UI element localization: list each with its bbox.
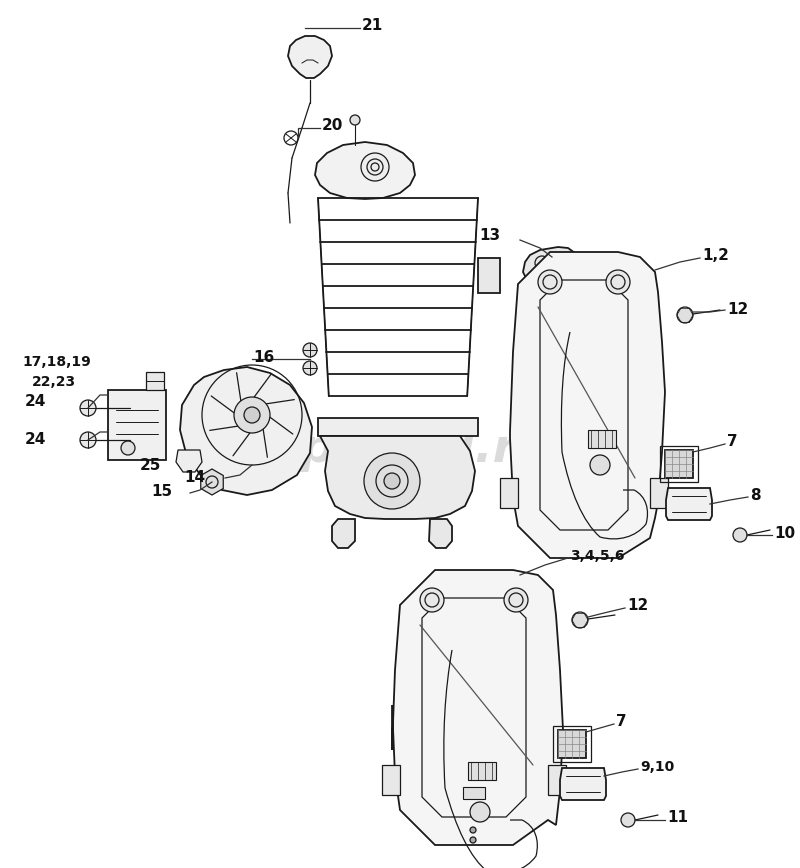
Circle shape xyxy=(303,343,317,357)
Circle shape xyxy=(470,827,476,833)
Bar xyxy=(665,450,693,478)
Bar xyxy=(553,726,591,762)
Bar xyxy=(650,478,668,508)
Text: 8: 8 xyxy=(750,488,761,503)
Text: 7: 7 xyxy=(616,714,626,729)
Bar xyxy=(548,765,566,795)
Circle shape xyxy=(733,528,747,542)
Text: 3,4,5,6: 3,4,5,6 xyxy=(570,549,625,563)
Polygon shape xyxy=(560,768,606,800)
Polygon shape xyxy=(392,570,563,845)
Bar xyxy=(463,787,485,799)
Circle shape xyxy=(420,588,444,612)
Circle shape xyxy=(80,400,96,416)
Text: 14: 14 xyxy=(184,470,205,485)
Text: 10: 10 xyxy=(774,525,795,541)
Bar xyxy=(588,430,616,448)
Bar xyxy=(318,418,478,436)
Text: 9,10: 9,10 xyxy=(640,760,674,774)
Circle shape xyxy=(677,307,693,323)
Text: Zip4Tool.ru: Zip4Tool.ru xyxy=(250,428,550,472)
Polygon shape xyxy=(429,519,452,548)
Text: 11: 11 xyxy=(667,811,688,825)
Text: 24: 24 xyxy=(25,394,46,410)
Circle shape xyxy=(234,397,270,433)
Polygon shape xyxy=(320,436,475,519)
Text: 15: 15 xyxy=(151,484,172,499)
Polygon shape xyxy=(176,450,202,472)
Bar xyxy=(478,258,500,293)
Polygon shape xyxy=(180,367,312,495)
Circle shape xyxy=(244,407,260,423)
Circle shape xyxy=(121,441,135,455)
Bar xyxy=(146,372,164,390)
Polygon shape xyxy=(332,519,355,548)
Circle shape xyxy=(80,432,96,448)
Circle shape xyxy=(606,270,630,294)
Polygon shape xyxy=(510,252,665,558)
Text: 25: 25 xyxy=(140,457,162,472)
Circle shape xyxy=(364,453,420,509)
Text: 16: 16 xyxy=(253,351,274,365)
Bar xyxy=(382,765,400,795)
Circle shape xyxy=(504,588,528,612)
Text: 17,18,19: 17,18,19 xyxy=(22,355,90,369)
Circle shape xyxy=(470,837,476,843)
Polygon shape xyxy=(288,36,332,78)
Circle shape xyxy=(470,802,490,822)
Text: 13: 13 xyxy=(479,228,500,244)
Circle shape xyxy=(538,270,562,294)
Circle shape xyxy=(384,473,400,489)
Text: 22,23: 22,23 xyxy=(32,375,76,389)
Circle shape xyxy=(303,361,317,375)
Polygon shape xyxy=(201,469,223,495)
Polygon shape xyxy=(523,247,580,290)
Bar xyxy=(660,446,698,482)
Text: 12: 12 xyxy=(627,599,648,614)
Bar xyxy=(108,390,166,460)
Circle shape xyxy=(621,813,635,827)
Bar xyxy=(500,478,518,508)
Text: 21: 21 xyxy=(362,18,383,34)
Bar xyxy=(468,762,496,780)
Circle shape xyxy=(572,612,588,628)
Circle shape xyxy=(590,455,610,475)
Text: 12: 12 xyxy=(727,301,748,317)
Bar xyxy=(558,730,586,758)
Polygon shape xyxy=(315,142,415,199)
Text: 1,2: 1,2 xyxy=(702,248,729,264)
Polygon shape xyxy=(666,488,712,520)
Text: 7: 7 xyxy=(727,435,738,450)
Circle shape xyxy=(350,115,360,125)
Text: 24: 24 xyxy=(25,432,46,448)
Text: 20: 20 xyxy=(322,119,343,134)
Circle shape xyxy=(361,153,389,181)
